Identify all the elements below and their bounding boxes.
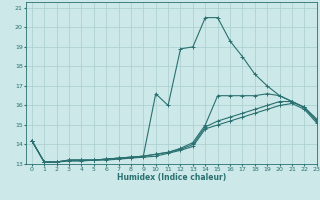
X-axis label: Humidex (Indice chaleur): Humidex (Indice chaleur) <box>116 173 226 182</box>
